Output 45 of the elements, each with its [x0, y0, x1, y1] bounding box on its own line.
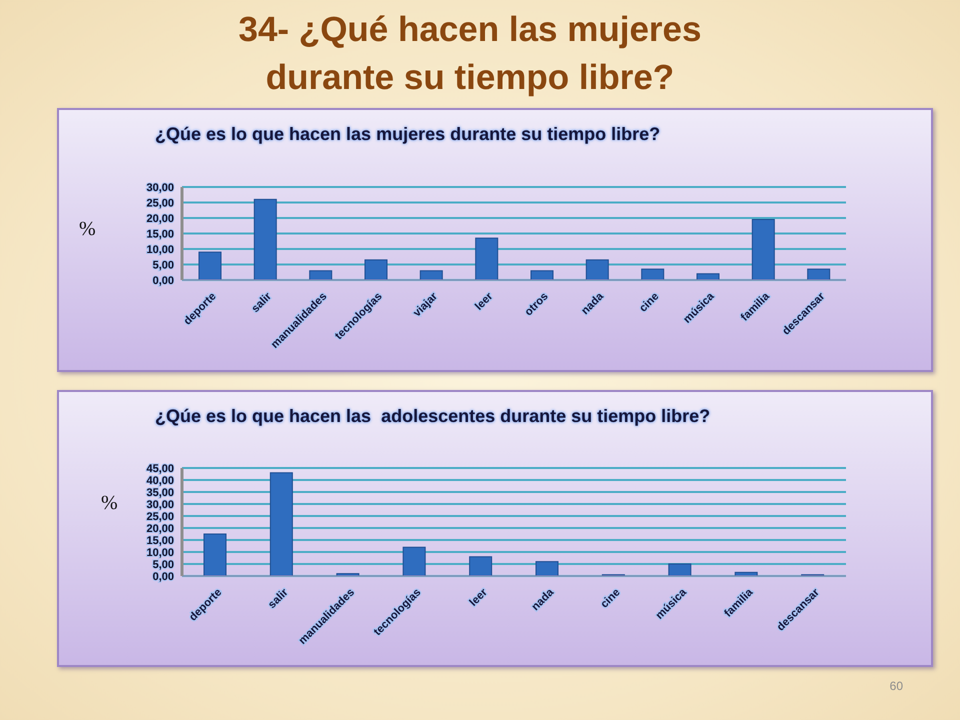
bar: [752, 219, 775, 280]
y-tick-label: 30,00: [146, 182, 174, 194]
x-tick-label: cine: [637, 290, 662, 315]
y-tick-label: 0,00: [152, 570, 174, 583]
y-tick-label: 10,00: [146, 546, 174, 559]
y-tick-label: 5,00: [152, 259, 174, 272]
y-tick-label: 15,00: [146, 228, 174, 240]
chart-title: 34- ¿Qué hacen las mujeres durante su tiempo libre?: [238, 9, 702, 99]
y-axis-title: %: [79, 218, 96, 241]
y-tick-label: 5,00: [152, 558, 174, 571]
bar: [198, 252, 222, 280]
bar: [536, 561, 558, 576]
bar: [309, 270, 332, 280]
y-tick-label: 15,00: [146, 534, 174, 547]
bar: [270, 472, 293, 576]
x-tick-label: leer: [467, 586, 490, 609]
bar: [530, 270, 554, 280]
y-tick-label: 35,00: [146, 486, 174, 499]
x-tick-label: cine: [598, 586, 623, 611]
bar: [807, 268, 830, 280]
y-tick-label: 20,00: [146, 212, 174, 225]
chart-subtitle: ¿Qúe es lo que hacen las mujeres durante su tiempo libre?: [155, 124, 660, 145]
y-tick-label: 0,00: [152, 274, 174, 287]
y-tick-label: 45,00: [146, 462, 174, 475]
chart-title: ¿Qúe es lo que hacen las adolescentes durante su tiempo libre?: [155, 406, 710, 427]
y-tick-label: 25,00: [146, 510, 174, 523]
bar: [668, 564, 692, 576]
text: 60: [890, 679, 903, 693]
y-tick-label: 40,00: [146, 474, 174, 487]
y-tick-label: 20,00: [146, 522, 174, 535]
y-tick-label: 25,00: [146, 197, 174, 210]
bar: [469, 556, 492, 576]
y-tick-label: 30,00: [146, 498, 174, 511]
bar: [364, 259, 388, 280]
x-tick-label: leer: [472, 290, 496, 313]
y-tick-label: 10,00: [146, 244, 174, 256]
bar: [402, 546, 426, 576]
bar: [420, 270, 443, 280]
bar: [696, 273, 720, 280]
bar: [586, 259, 609, 280]
bar: [254, 198, 277, 280]
y-axis-title: %: [101, 492, 118, 515]
bar: [641, 268, 664, 280]
bar: [204, 534, 226, 576]
bar: [475, 238, 498, 280]
